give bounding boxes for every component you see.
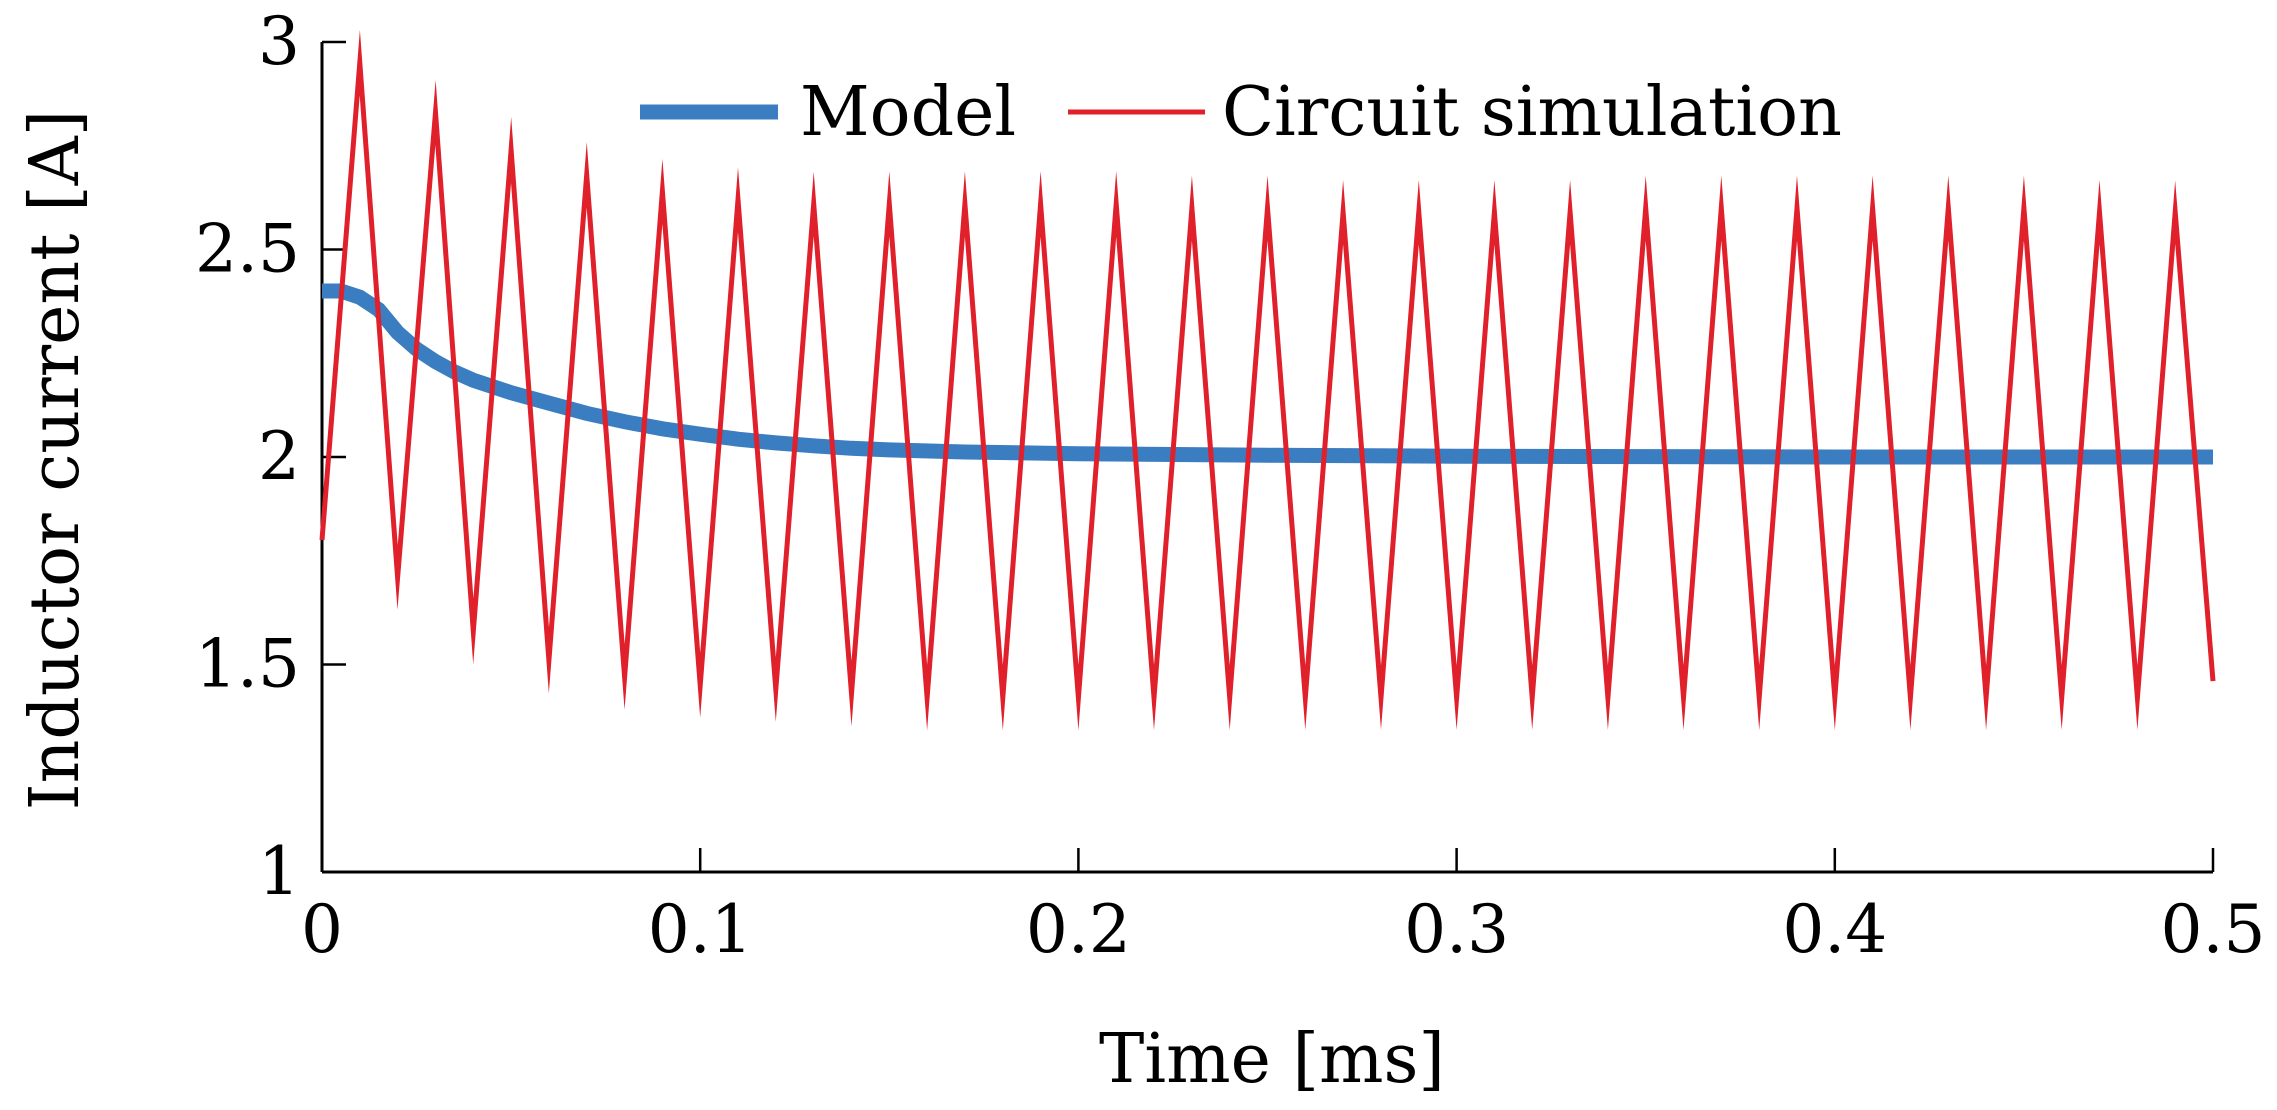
y-tick-label: 1	[258, 833, 300, 910]
axes: 0 0.1 0.2 0.3 0.4 0.5 1 1.5 2 2.5 3	[195, 3, 2265, 968]
series-circuit-simulation-line	[319, 29, 2216, 731]
y-tick-label: 2	[258, 418, 300, 495]
x-axis-title: Time [ms]	[1099, 1020, 1445, 1099]
x-tick-label: 0.5	[2161, 891, 2266, 968]
x-tick-label: 0.1	[648, 891, 753, 968]
x-tick-label: 0.3	[1404, 891, 1509, 968]
labels: Time [ms] Inductor current [A]	[16, 110, 1445, 1099]
legend-label-model: Model	[800, 73, 1016, 152]
x-tick-label: 0.2	[1026, 891, 1131, 968]
y-tick-label: 1.5	[195, 626, 300, 703]
x-tick-label: 0	[301, 891, 343, 968]
y-axis-title: Inductor current [A]	[16, 110, 95, 811]
x-tick-label: 0.4	[1782, 891, 1887, 968]
series-layer	[319, 29, 2216, 731]
legend: Model Circuit simulation	[640, 73, 1842, 152]
y-tick-label: 2.5	[195, 211, 300, 288]
legend-label-circuit-simulation: Circuit simulation	[1222, 73, 1842, 152]
y-tick-label: 3	[258, 3, 300, 80]
